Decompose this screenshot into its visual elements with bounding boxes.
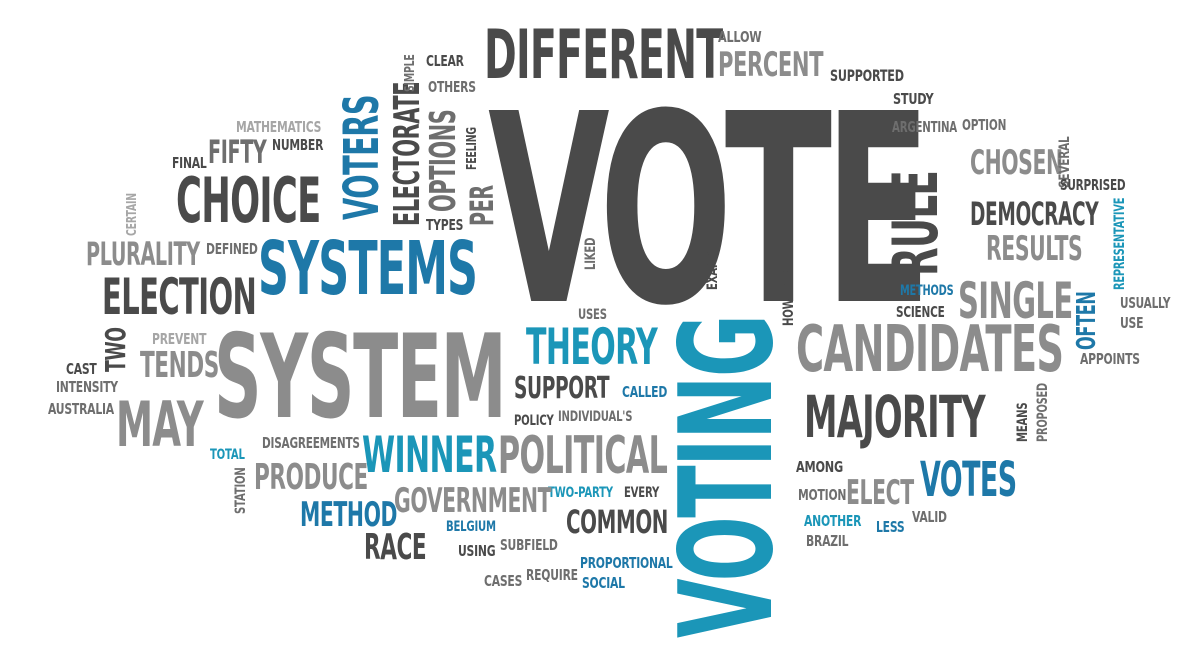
word-supported: SUPPORTED [830, 66, 904, 85]
word-plurality: PLURALITY [86, 235, 200, 273]
word-voting: VOTING [653, 315, 802, 638]
word-representative: REPRESENTATIVE [1112, 197, 1128, 290]
word-produce: PRODUCE [254, 457, 368, 498]
word-disagreements: DISAGREEMENTS [262, 434, 360, 452]
word-candidates: CANDIDATES [796, 313, 1064, 387]
word-proposed: PROPOSED [1035, 383, 1051, 442]
word-prevent: PREVENT [152, 330, 207, 348]
word-two: TWO [99, 327, 132, 372]
word-often: OFTEN [1072, 291, 1102, 350]
word-brazil: BRAZIL [806, 532, 849, 550]
word-simple: SIMPLE [403, 54, 418, 92]
word-common: COMMON [566, 503, 669, 541]
word-allow: ALLOW [718, 28, 762, 46]
word-race: RACE [364, 527, 427, 568]
word-votes: VOTES [920, 452, 1017, 508]
word-clear: CLEAR [426, 52, 464, 70]
word-study: STUDY [893, 90, 934, 108]
word-majority: MAJORITY [804, 383, 986, 451]
word-cases: CASES [484, 572, 523, 590]
word-means: MEANS [1015, 402, 1031, 442]
word-australia: AUSTRALIA [48, 400, 114, 418]
word-subfield: SUBFIELD [500, 536, 558, 554]
word-less: LESS [876, 518, 905, 536]
word-per: PER [463, 185, 501, 226]
word-methods: METHODS [900, 283, 954, 299]
word-use: USE [1120, 314, 1144, 332]
word-valid: VALID [912, 508, 947, 526]
word-science: SCIENCE [896, 303, 945, 321]
word-individuals: INDIVIDUAL'S [558, 409, 633, 425]
word-social: SOCIAL [582, 574, 625, 592]
word-systems: SYSTEMS [258, 226, 478, 312]
word-support: SUPPORT [514, 371, 610, 406]
word-called: CALLED [622, 383, 668, 401]
word-using: USING [458, 542, 496, 560]
word-electorate: ELECTORATE [387, 81, 428, 227]
word-usually: USUALLY [1120, 294, 1171, 312]
word-vote: VOTE [488, 58, 932, 363]
word-results: RESULTS [986, 229, 1083, 269]
word-defined: DEFINED [206, 240, 258, 258]
word-among: AMONG [796, 458, 843, 476]
word-liked: LIKED [583, 237, 599, 270]
word-every: EVERY [624, 485, 660, 501]
word-certain: CERTAIN [125, 193, 140, 236]
word-government: GOVERNMENT [394, 481, 552, 521]
word-winner: WINNER [362, 426, 497, 484]
word-proportional: PROPORTIONAL [580, 554, 673, 572]
word-chosen: CHOSEN [970, 143, 1063, 183]
word-intensity: INTENSITY [56, 378, 118, 396]
word-different: DIFFERENT [484, 16, 723, 95]
word-democracy: DEMOCRACY [970, 195, 1099, 233]
word-however: HOWEVER [781, 269, 797, 326]
word-rule: RULE [879, 171, 952, 276]
word-fifty: FIFTY [208, 133, 267, 171]
word-station: STATION [233, 467, 249, 514]
word-number: NUMBER [272, 136, 324, 154]
word-uses: USES [578, 307, 607, 323]
word-feeling: FEELING [465, 127, 480, 170]
word-voters: VOTERS [334, 94, 390, 220]
word-total: TOTAL [210, 447, 245, 463]
word-election: ELECTION [102, 268, 257, 326]
word-option: OPTION [962, 116, 1007, 134]
word-another: ANOTHER [804, 512, 862, 530]
word-others: OTHERS [428, 78, 476, 96]
word-surprised: SURPRISED [1060, 176, 1126, 194]
word-policy: POLICY [514, 413, 554, 429]
word-elect: ELECT [846, 473, 914, 513]
word-final: FINAL [172, 154, 207, 172]
word-single: SINGLE [958, 272, 1073, 330]
word-may: MAY [116, 388, 204, 461]
word-require: REQUIRE [526, 566, 578, 584]
word-choice: CHOICE [176, 164, 321, 237]
word-tends: TENDS [140, 345, 219, 386]
word-belgium: BELGIUM [446, 519, 496, 535]
word-mathematics: MATHEMATICS [236, 118, 322, 136]
word-percent: PERCENT [718, 45, 824, 85]
word-cast: CAST [66, 360, 97, 378]
word-motion: MOTION [798, 486, 847, 504]
word-two-party: TWO-PARTY [548, 485, 613, 501]
word-argentina: ARGENTINA [892, 118, 957, 136]
word-appoints: APPOINTS [1080, 350, 1140, 368]
word-method: METHOD [300, 495, 398, 535]
word-system: SYSTEM [214, 310, 507, 445]
word-political: POLITICAL [498, 426, 668, 486]
word-options: OPTIONS [423, 109, 464, 212]
word-theory: THEORY [526, 318, 658, 376]
word-example: EXAMPLE [705, 238, 721, 290]
word-types: TYPES [426, 216, 464, 234]
